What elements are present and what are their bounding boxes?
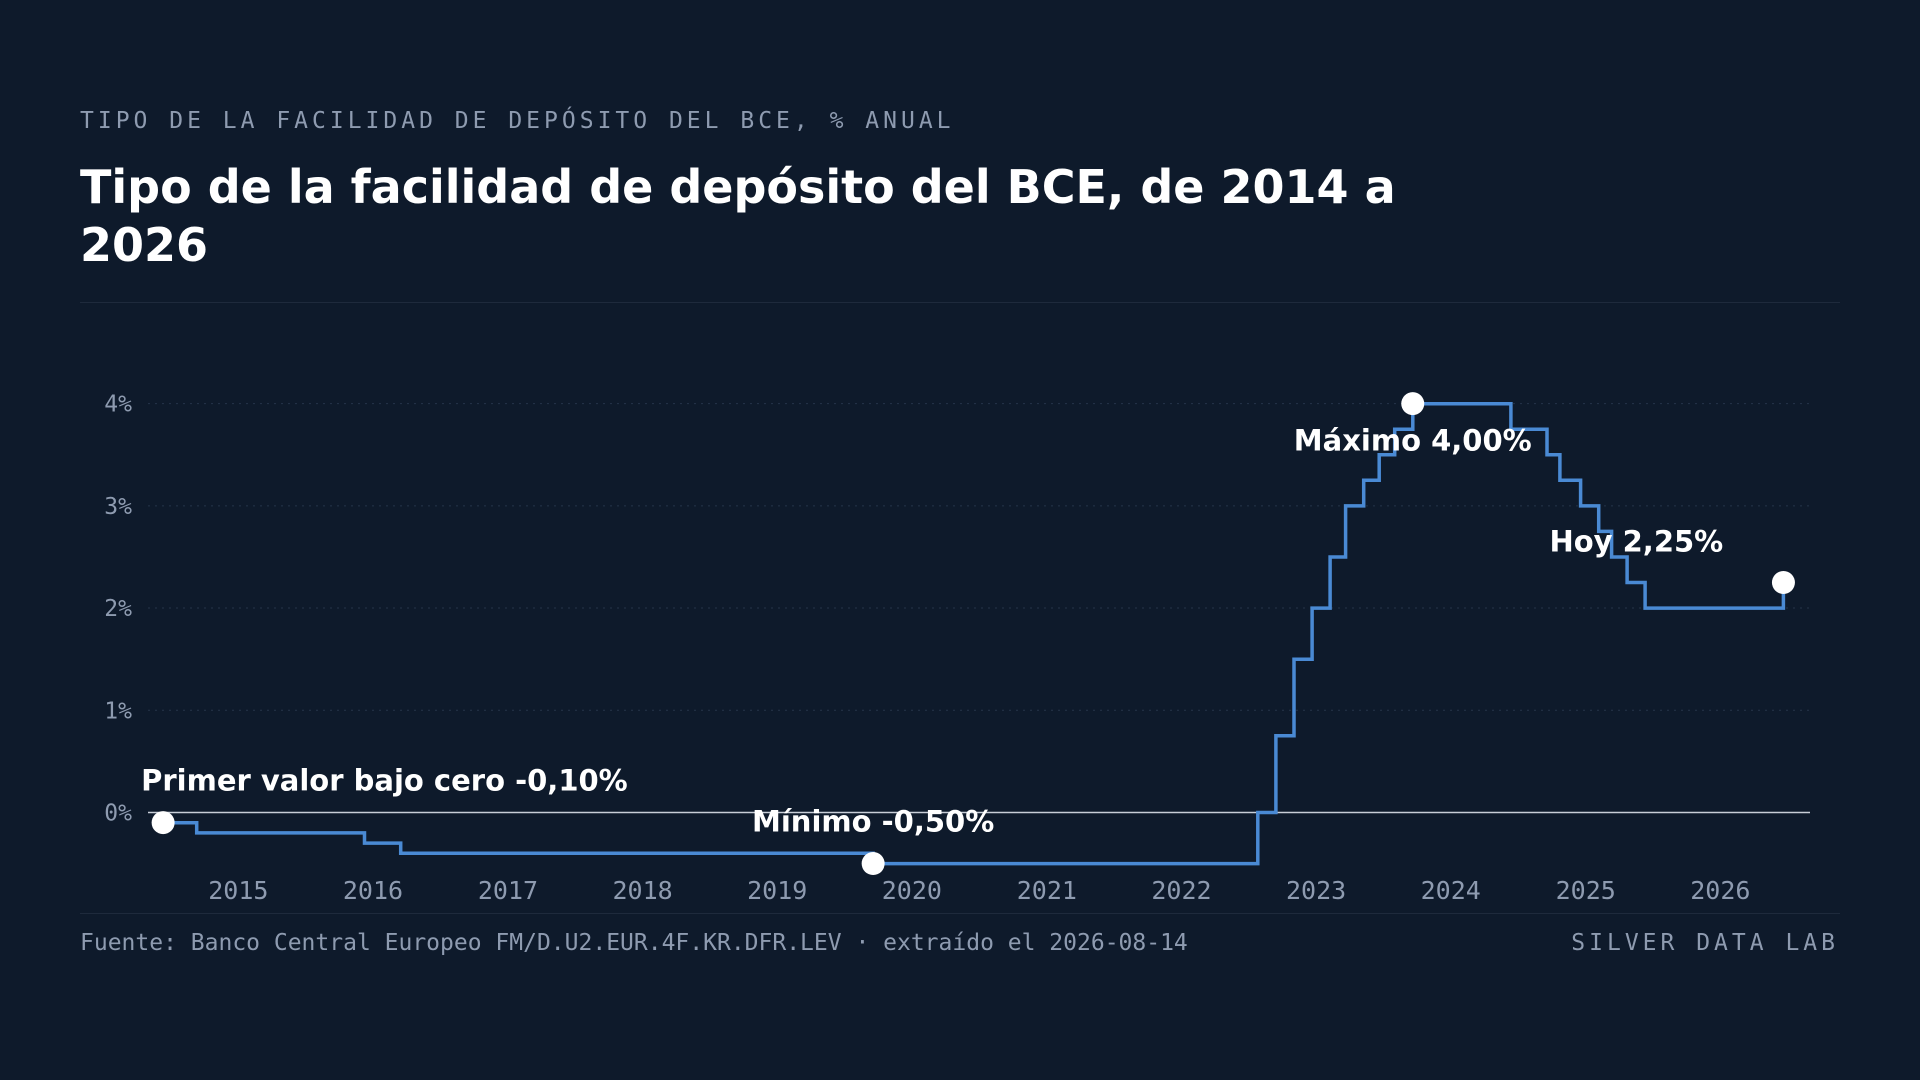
annotation-label: Primer valor bajo cero -0,10% (141, 764, 628, 798)
x-tick-label: 2026 (1690, 876, 1750, 905)
annotation-marker (1401, 392, 1425, 416)
x-tick-label: 2015 (208, 876, 268, 905)
brand-label: SILVER DATA LAB (1571, 930, 1839, 956)
x-tick-label: 2025 (1556, 876, 1616, 905)
x-tick-label: 2021 (1017, 876, 1077, 905)
chart-title: Tipo de la facilidad de depósito del BCE… (80, 160, 1396, 272)
y-tick-label: 2% (104, 596, 132, 622)
chart-kicker: TIPO DE LA FACILIDAD DE DEPÓSITO DEL BCE… (80, 108, 955, 134)
y-tick-label: 0% (104, 800, 132, 826)
annotation-layer: Primer valor bajo cero -0,10% Mínimo -0,5… (141, 424, 1723, 839)
y-tick-label: 3% (104, 494, 132, 520)
x-tick-label: 2019 (747, 876, 807, 905)
x-tick-label: 2022 (1151, 876, 1211, 905)
marker-layer (151, 392, 1795, 876)
annotation-marker (1771, 571, 1795, 595)
x-tick-label: 2017 (478, 876, 538, 905)
x-tick-label: 2016 (343, 876, 403, 905)
y-tick-label: 4% (104, 392, 132, 418)
axis-layer: 0% 1% 2% 3% 4% 2015 2016 2017 2018 2019 2020 2021 20… (104, 392, 1750, 905)
annotation-marker (151, 811, 175, 835)
x-tick-label: 2018 (613, 876, 673, 905)
annotation-label: Hoy 2,25% (1549, 525, 1723, 559)
x-tick-label: 2023 (1286, 876, 1346, 905)
header-divider (80, 302, 1840, 303)
source-note: Fuente: Banco Central Europeo FM/D.U2.EU… (80, 930, 1188, 956)
annotation-label: Máximo 4,00% (1294, 424, 1532, 458)
y-tick-label: 1% (104, 698, 132, 724)
x-tick-label: 2024 (1421, 876, 1481, 905)
annotation-marker (861, 852, 885, 876)
footer-divider (80, 913, 1840, 914)
grid-layer (148, 403, 1810, 814)
x-tick-label: 2020 (882, 876, 942, 905)
annotation-label: Mínimo -0,50% (752, 805, 994, 839)
